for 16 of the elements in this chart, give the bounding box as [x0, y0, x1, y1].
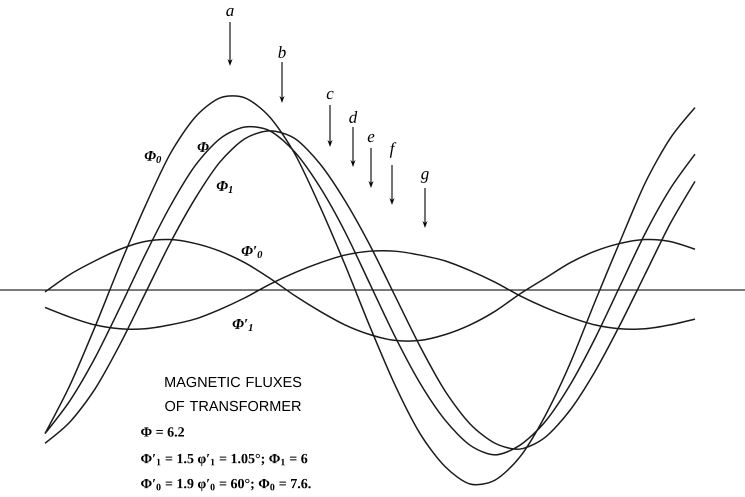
annotation: Φ′$_{0}$ = 1.9 φ′$_{0}$ = 60°; Φ$_{0}$ = 7.6. [141, 478, 311, 492]
series-label: Φ$_{1}$ [216, 181, 232, 193]
annotation: d [349, 111, 358, 123]
series-label: Φ$_{0}$ [144, 150, 162, 164]
series-label: Φ [198, 142, 209, 152]
annotation: g [420, 171, 429, 183]
text: a [226, 8, 234, 16]
annotation: Φ′$_{1}$ = 1.5 φ′$_{1}$ = 1.05°; Φ$_{1}$ = 6 [141, 454, 308, 466]
series-label: Φ′$_{0}$ [242, 246, 262, 258]
annotation: Φ = 6.2 [141, 427, 184, 437]
text: MAGNETIC FLUXES OF TRANSFORMER [165, 376, 302, 412]
annotation: e [368, 134, 374, 142]
series-label: Φ′$_{1}$ [232, 319, 252, 331]
annotation: c [326, 90, 334, 100]
text: b [278, 46, 286, 58]
annotation: f [390, 142, 396, 158]
